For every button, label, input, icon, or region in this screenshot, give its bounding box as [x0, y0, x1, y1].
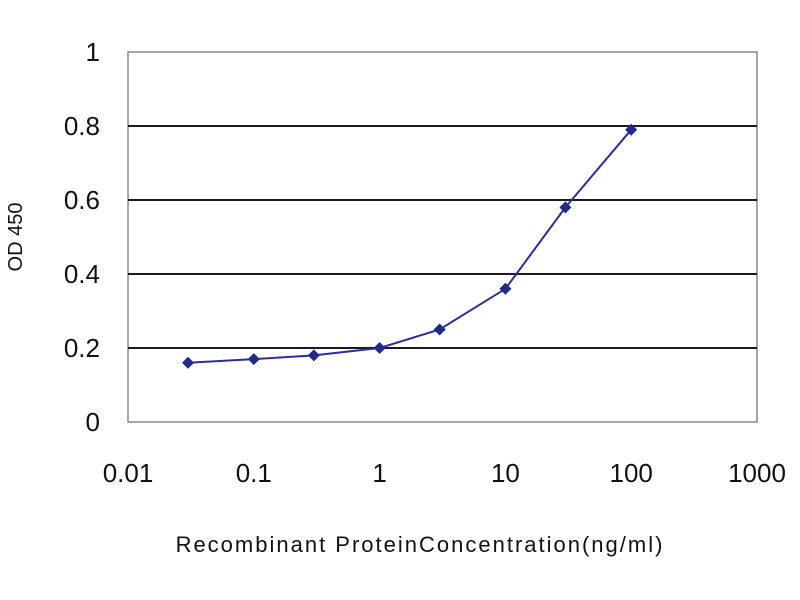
- data-point: [499, 282, 512, 295]
- y-tick-label: 0.2: [64, 333, 100, 363]
- x-tick-label: 1000: [728, 458, 786, 488]
- data-point: [625, 123, 638, 136]
- x-tick-label: 0.1: [236, 458, 272, 488]
- y-tick-label: 0.6: [64, 185, 100, 215]
- y-tick-labels: 0 0.2 0.4 0.6 0.8 1: [64, 37, 100, 437]
- x-tick-label: 0.01: [103, 458, 154, 488]
- x-axis-title: Recombinant ProteinConcentration(ng/ml): [176, 532, 665, 557]
- data-point: [373, 342, 386, 354]
- data-point: [559, 201, 572, 214]
- series-line: [187, 129, 632, 364]
- data-line: [187, 129, 632, 364]
- grid-lines: [128, 125, 757, 349]
- plot-area: [127, 51, 758, 423]
- y-tick-label: 0.8: [64, 111, 100, 141]
- x-tick-labels: 0.01 0.1 1 10 100 1000: [103, 458, 786, 488]
- data-point: [433, 323, 446, 336]
- data-point: [247, 353, 260, 366]
- y-tick-label: 1: [86, 37, 100, 67]
- x-tick-label: 1: [372, 458, 386, 488]
- y-tick-label: 0.4: [64, 259, 100, 289]
- series-markers: [182, 123, 638, 369]
- y-tick-label: 0: [86, 407, 100, 437]
- data-point: [307, 349, 320, 362]
- x-tick-label: 100: [610, 458, 653, 488]
- y-axis-title: OD 450: [5, 203, 27, 272]
- data-point: [182, 356, 195, 369]
- x-tick-label: 10: [491, 458, 520, 488]
